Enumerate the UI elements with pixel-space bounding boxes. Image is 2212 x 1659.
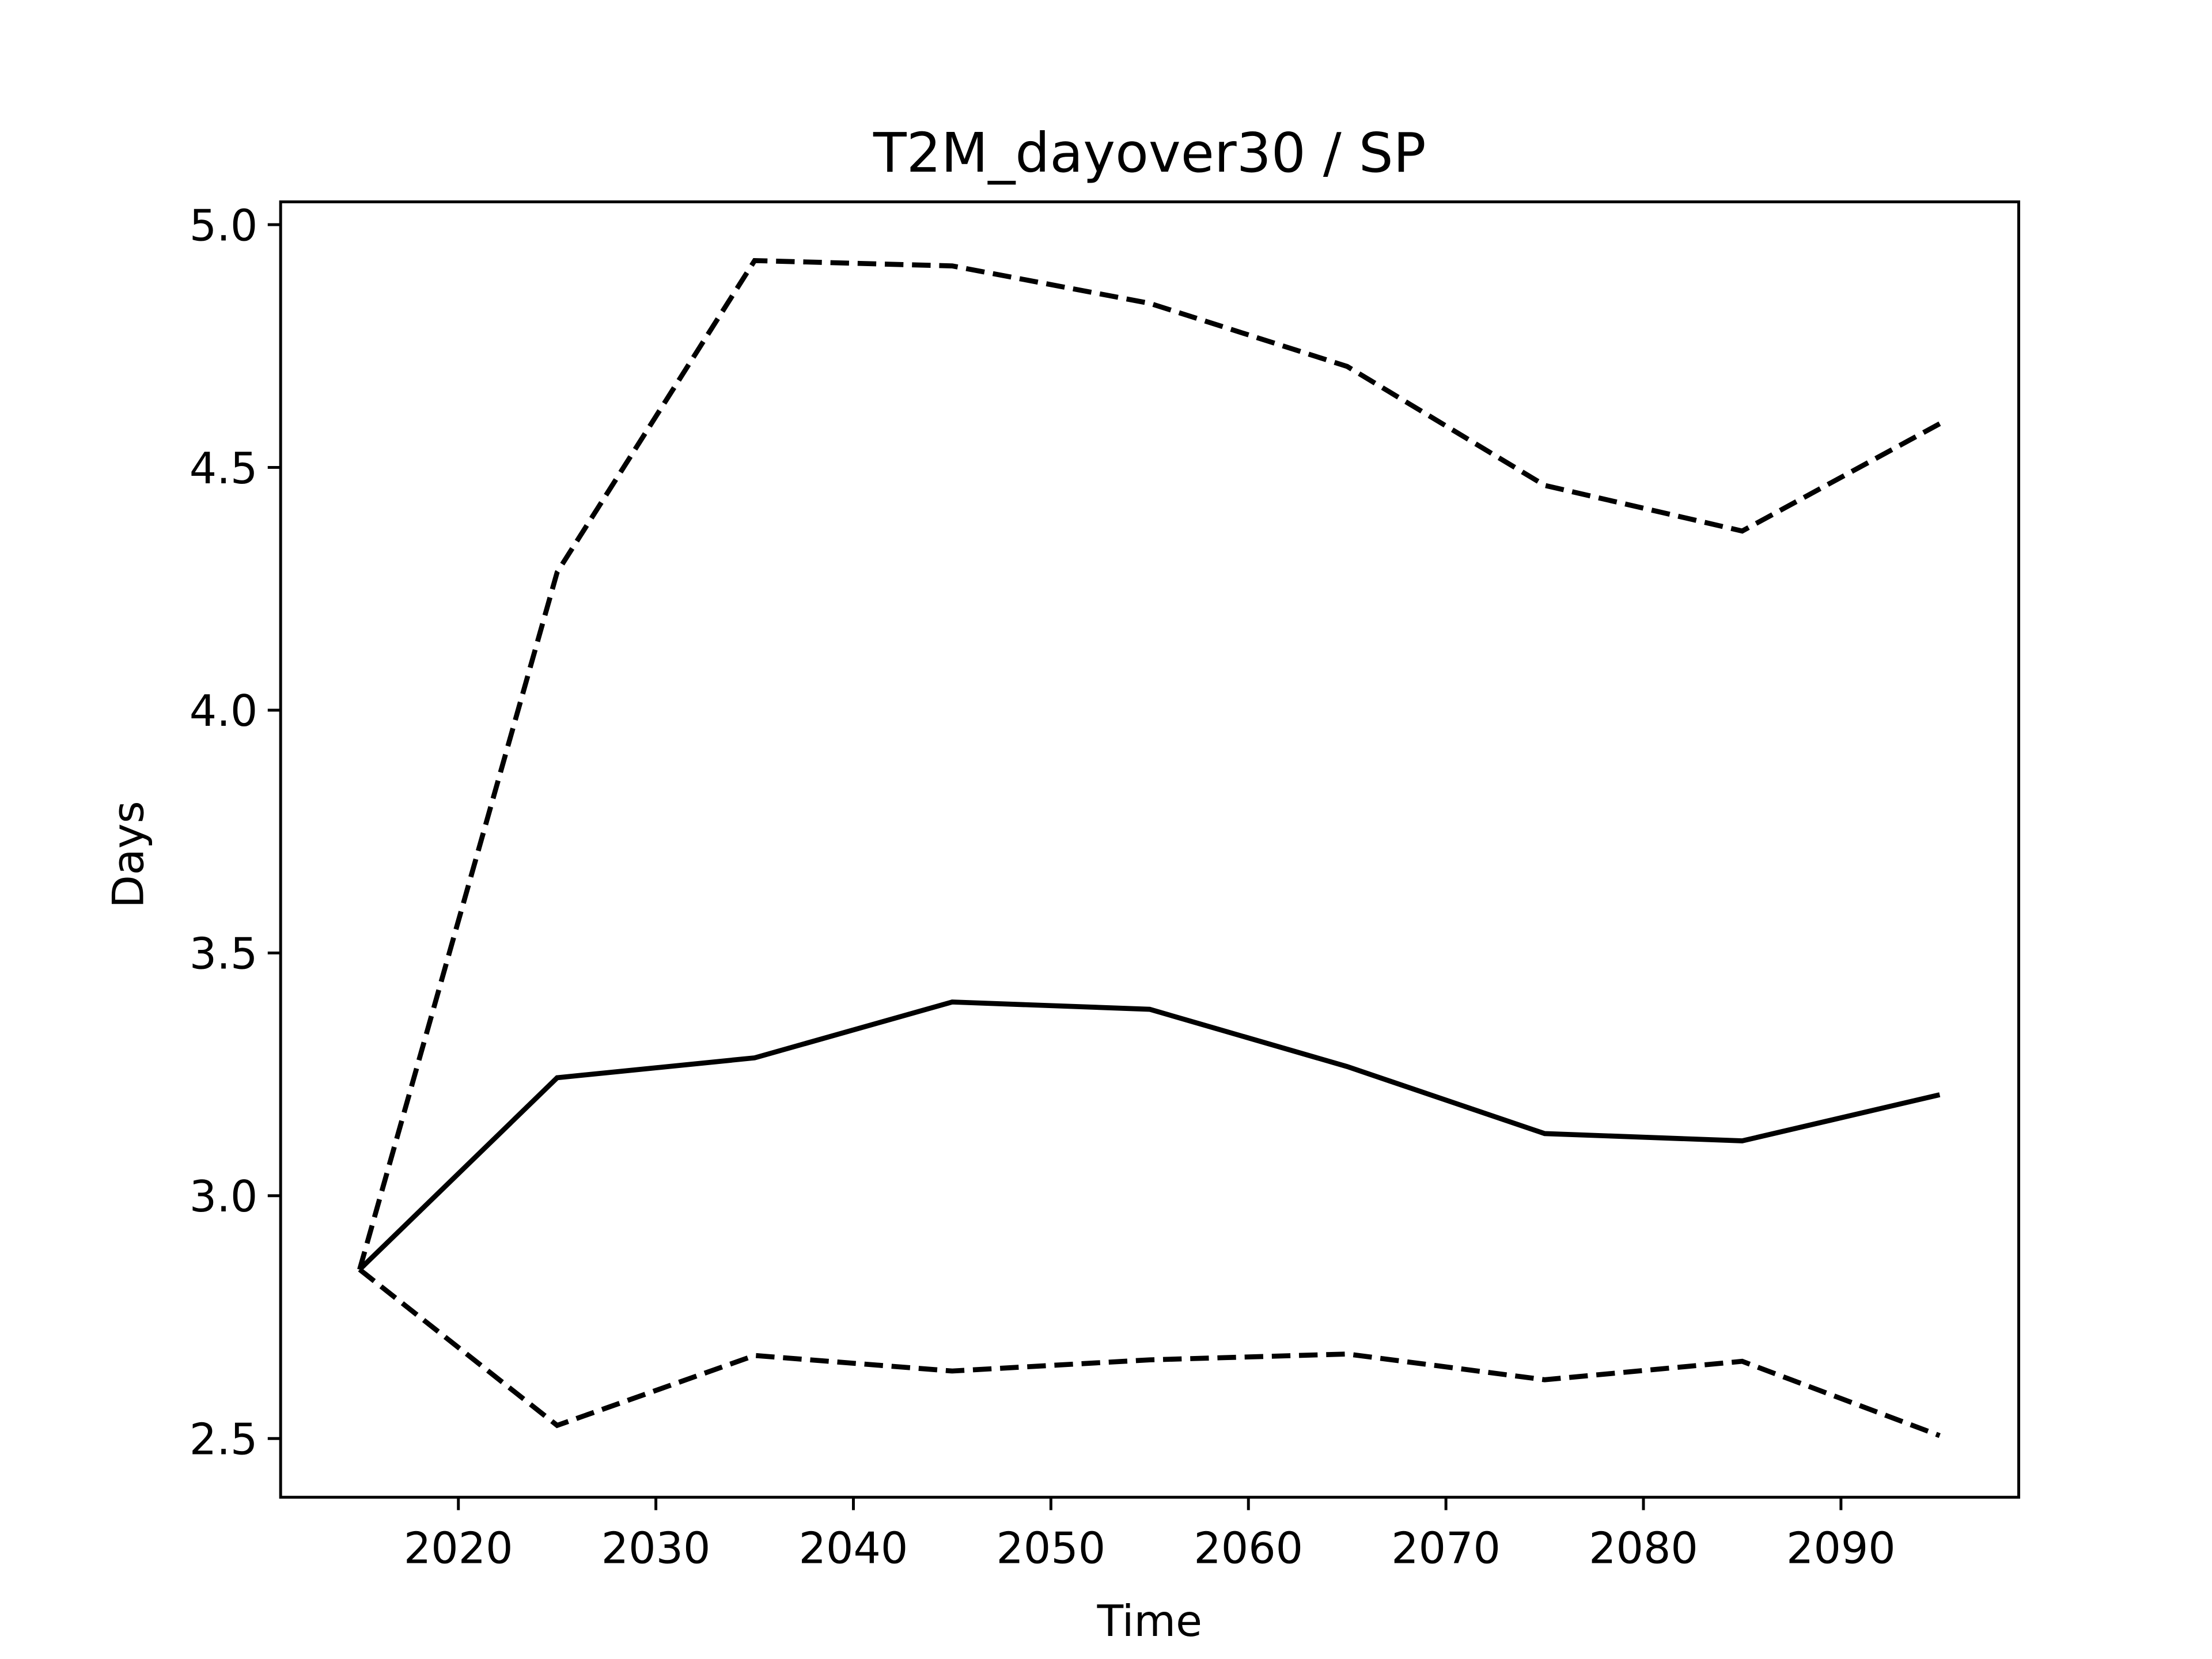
y-tick-label: 2.5 [190,1415,258,1465]
y-axis-label: Days [104,801,154,908]
x-tick-label: 2060 [1194,1524,1303,1574]
y-tick-label: 5.0 [190,200,258,251]
y-tick-label: 3.5 [190,929,258,979]
data-line [357,257,1941,1271]
chart-title: T2M_dayover30 / SP [873,122,1426,185]
x-tick-label: 2030 [601,1524,711,1574]
y-tick-label: 4.0 [190,686,258,736]
data-line [358,1267,1941,1438]
x-tick-label: 2040 [799,1524,908,1574]
x-tick-label: 2020 [404,1524,513,1574]
x-tick-label: 2090 [1786,1524,1896,1574]
x-tick-label: 2070 [1391,1524,1501,1574]
x-axis-label: Time [1097,1596,1202,1646]
y-tick-label: 3.0 [190,1172,258,1222]
y-tick-label: 4.5 [190,444,258,494]
plot-frame [279,200,2020,1499]
x-tick-label: 2050 [996,1524,1105,1574]
data-line [358,999,1941,1272]
x-tick-label: 2080 [1589,1524,1698,1574]
